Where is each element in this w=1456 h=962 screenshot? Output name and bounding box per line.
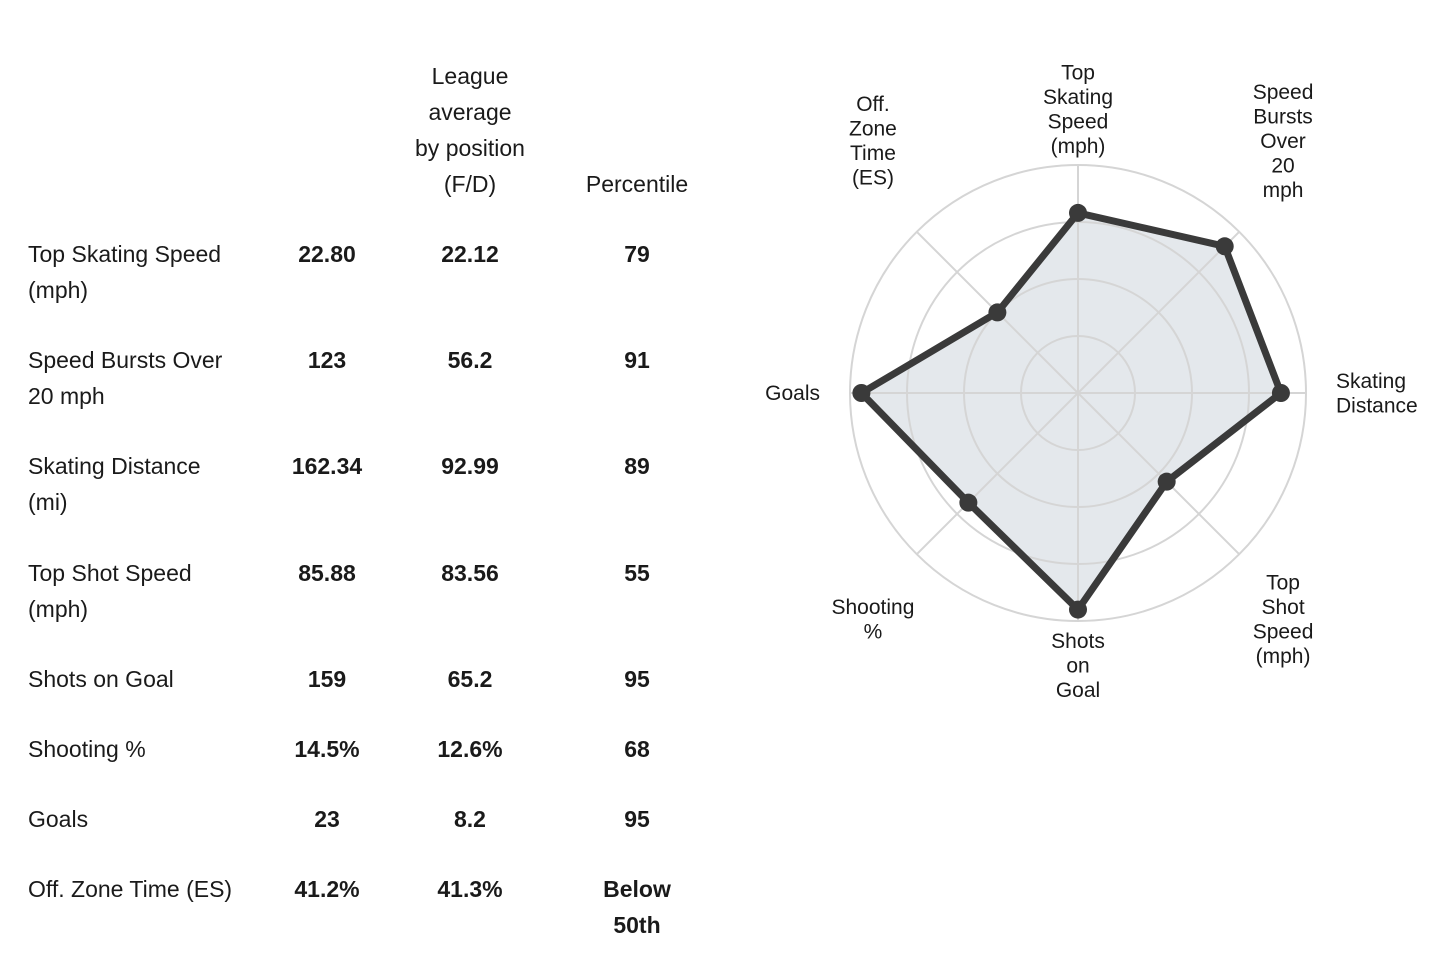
stats-table: League average by position (F/D) Percent… <box>28 63 689 938</box>
row-label: Skating Distance (mi) <box>28 453 201 515</box>
data-point <box>852 384 871 402</box>
data-point <box>1215 237 1234 256</box>
league-value: 56.2 <box>447 347 493 373</box>
axis-label: Shots on Goal <box>1051 630 1105 702</box>
row-label: Off. Zone Time (ES) <box>28 876 233 902</box>
player-value: 14.5% <box>294 736 360 762</box>
axis-spoke <box>1077 231 1240 394</box>
axis-label: Speed Bursts Over 20 mph <box>1253 81 1314 202</box>
axis-label: Off. Zone Time (ES) <box>849 93 897 189</box>
grid-ring <box>849 164 1307 622</box>
percentile-value: 79 <box>624 241 650 267</box>
data-point <box>1157 472 1176 491</box>
series-line <box>857 209 1285 614</box>
axis-label: Shooting% <box>831 596 914 644</box>
league-value: 41.3% <box>437 876 503 902</box>
league-value: 22.12 <box>441 241 499 267</box>
percentile-value: Below 50th <box>603 876 671 938</box>
row-label: Speed Bursts Over 20 mph <box>28 347 223 409</box>
player-value: 22.80 <box>298 241 356 267</box>
league-value: 83.56 <box>441 560 499 586</box>
percentile-value: 95 <box>624 666 650 692</box>
data-point <box>1069 600 1087 619</box>
row-label: Goals <box>28 806 89 832</box>
grid-ring <box>963 278 1193 508</box>
player-value: 123 <box>307 347 347 373</box>
row-label: Top Skating Speed (mph) <box>28 241 222 303</box>
player-value: 162.34 <box>291 453 363 479</box>
player-value: 85.88 <box>298 560 356 586</box>
series-area <box>861 212 1281 610</box>
data-point <box>1069 203 1087 222</box>
percentile-value: 95 <box>624 806 650 832</box>
axis-label: Top Skating Speed (mph) <box>1043 62 1113 159</box>
axis-spoke <box>916 231 1079 394</box>
row-label: Top Shot Speed (mph) <box>28 560 192 622</box>
data-point <box>959 493 978 512</box>
percentile-value: 89 <box>624 453 650 479</box>
percentile-value: 68 <box>624 736 650 762</box>
percentile-value: 91 <box>624 347 650 373</box>
header-league-average: League average by position (F/D) <box>415 63 525 197</box>
axis-label: Top Shot Speed (mph) <box>1253 571 1314 668</box>
axis-spoke <box>916 392 1079 555</box>
player-value: 41.2% <box>294 876 360 902</box>
league-value: 12.6% <box>437 736 503 762</box>
player-value: 23 <box>314 806 340 832</box>
axis-spoke <box>1077 392 1240 555</box>
league-value: 65.2 <box>447 666 493 692</box>
header-percentile: Percentile <box>585 171 689 197</box>
data-point <box>1271 384 1290 402</box>
row-label: Shooting % <box>28 736 146 762</box>
league-value: 8.2 <box>454 806 486 832</box>
grid-ring <box>1020 335 1136 451</box>
row-label: Shots on Goal <box>28 666 174 692</box>
axis-label: Goals <box>765 382 820 405</box>
data-point <box>988 303 1007 322</box>
league-value: 92.99 <box>441 453 499 479</box>
percentile-value: 55 <box>624 560 650 586</box>
player-value: 159 <box>307 666 347 692</box>
grid-ring <box>906 221 1250 565</box>
axis-label: Skating Distance <box>1336 370 1418 418</box>
